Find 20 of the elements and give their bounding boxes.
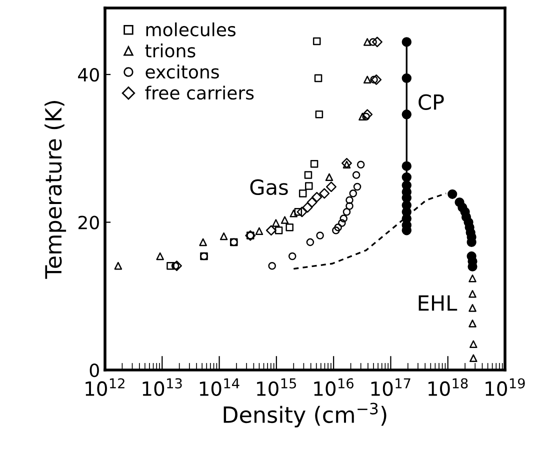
y-axis-title: Temperature (K) (44, 101, 66, 279)
x-tick-label: 10$^{12}$ (86, 378, 124, 396)
y-tick-label: 0 (90, 363, 99, 378)
y-tick-label: 40 (78, 68, 99, 82)
legend-label: trions (145, 44, 196, 58)
x-tick-label: 10$^{19}$ (486, 378, 525, 396)
annotation: Gas (250, 179, 288, 196)
legend-label: free carriers (145, 86, 254, 100)
x-tick-label: 10$^{16}$ (314, 378, 354, 396)
y-tick-label: 20 (78, 216, 99, 230)
x-tick-label: 10$^{18}$ (428, 378, 468, 396)
x-tick-label: 10$^{17}$ (371, 378, 410, 396)
x-tick-label: 10$^{14}$ (200, 378, 240, 396)
x-tick-label: 10$^{13}$ (142, 378, 182, 396)
x-axis-title: Density (cm$^{−3}$) (224, 402, 386, 428)
legend-label: excitons (146, 64, 219, 79)
legend-label: molecules (146, 22, 236, 36)
annotation: CP (418, 94, 444, 110)
x-tick-label: 10$^{15}$ (257, 378, 296, 396)
annotation: EHL (418, 295, 458, 311)
